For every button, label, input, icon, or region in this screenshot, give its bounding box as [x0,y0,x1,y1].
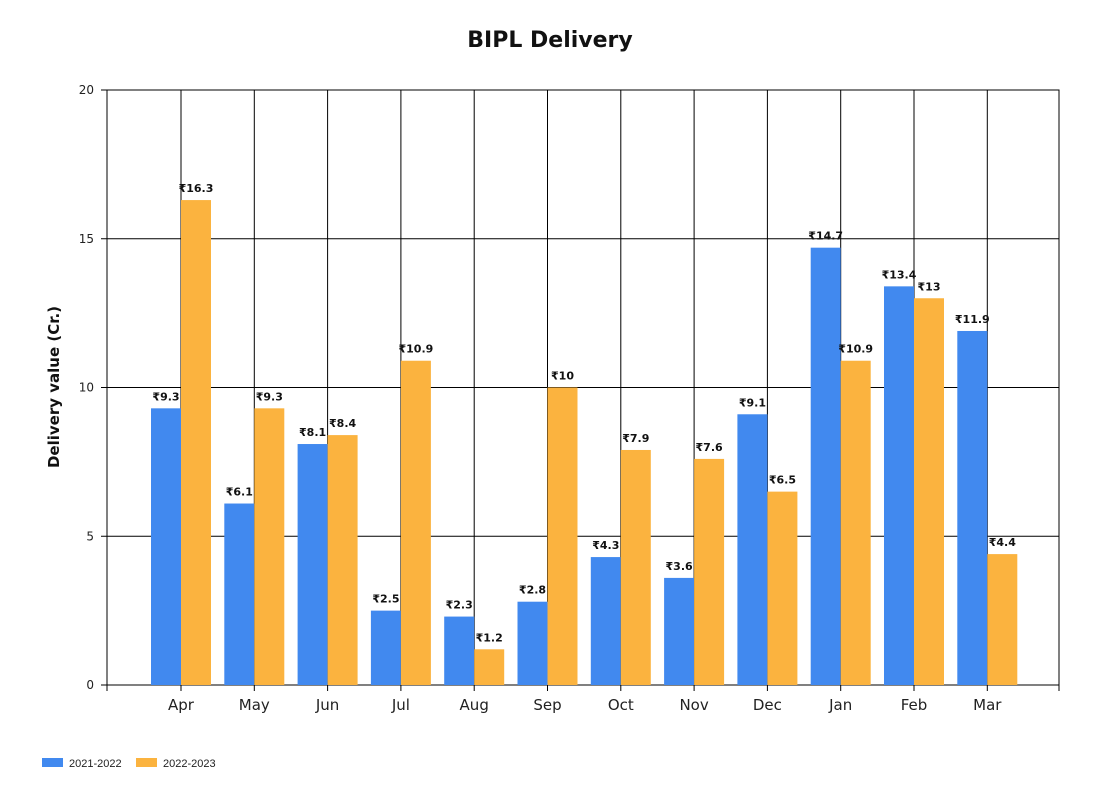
bar [694,458,725,685]
data-label: ₹4.4 [989,536,1016,549]
data-label: ₹2.5 [372,593,399,606]
bar [400,360,431,685]
bar [547,387,578,685]
data-label: ₹6.1 [226,486,253,499]
data-label: ₹2.8 [519,584,546,597]
data-label: ₹14.7 [808,230,843,243]
y-tick-label: 20 [79,83,94,97]
data-label: ₹10 [551,370,574,383]
bar [810,247,841,686]
data-label: ₹16.3 [179,182,214,195]
y-axis-label: Delivery value (Cr.) [45,306,63,468]
x-tick-label: Jan [828,696,852,714]
x-tick-label: Feb [901,696,928,714]
data-label: ₹6.5 [769,474,796,487]
data-label: ₹3.6 [666,560,693,573]
bar [840,360,871,685]
x-tick-label: May [239,696,270,714]
data-label: ₹9.1 [739,396,766,409]
bar [664,577,695,685]
bar [987,554,1018,685]
bars [151,200,1018,686]
data-label: ₹13 [918,280,941,293]
bar [224,503,255,685]
data-label: ₹1.2 [476,631,503,644]
bar [254,408,285,685]
data-labels: ₹9.3 ₹6.1 ₹8.1 ₹2.5 ₹2.3 ₹2.8 ₹4.3 ₹3.6 ₹9.1 ₹14.… [152,182,1016,644]
axes: 0 5 10 15 20 Apr May Jun Jul Aug Sep Oct Nov Dec Jan Fe… [79,83,1060,714]
y-tick-label: 15 [79,232,94,246]
bar [737,414,768,685]
chart-title: BIPL Delivery [467,28,632,53]
bar [590,557,621,685]
bar [957,330,988,685]
x-tick-label: Oct [608,696,634,714]
data-label: ₹4.3 [592,539,619,552]
bar [181,200,211,685]
y-tick-label: 5 [86,529,94,543]
data-label: ₹10.9 [838,343,873,356]
x-tick-label: Nov [679,696,708,714]
x-tick-label: Jul [391,696,410,714]
bar [151,408,181,685]
x-tick-label: Sep [533,696,561,714]
data-label: ₹7.6 [696,441,723,454]
bar [327,435,358,685]
bar [444,616,475,685]
bar [517,601,548,685]
bar [767,491,798,685]
y-tick-label: 0 [86,678,94,692]
x-tick-label: Jun [315,696,339,714]
y-tick-label: 10 [79,381,94,395]
data-label: ₹2.3 [446,599,473,612]
x-tick-label: Aug [460,696,489,714]
bar [370,610,401,685]
legend-swatch [42,758,63,767]
data-label: ₹10.9 [399,343,434,356]
legend-label: 2022-2023 [163,758,216,770]
data-label: ₹8.4 [329,417,356,430]
legend-swatch [136,758,157,767]
bar [914,298,944,685]
data-label: ₹13.4 [882,268,917,281]
bar [884,286,914,685]
data-label: ₹9.3 [256,390,283,403]
x-tick-label: Apr [168,696,195,714]
data-label: ₹8.1 [299,426,326,439]
bar [297,444,328,685]
legend: 2021-2022 2022-2023 [42,758,216,770]
bar [620,449,651,685]
legend-label: 2021-2022 [69,758,122,770]
data-label: ₹11.9 [955,313,990,326]
data-label: ₹9.3 [152,390,179,403]
x-tick-label: Mar [973,696,1002,714]
bar [474,649,505,685]
data-label: ₹7.9 [622,432,649,445]
x-tick-label: Dec [753,696,782,714]
